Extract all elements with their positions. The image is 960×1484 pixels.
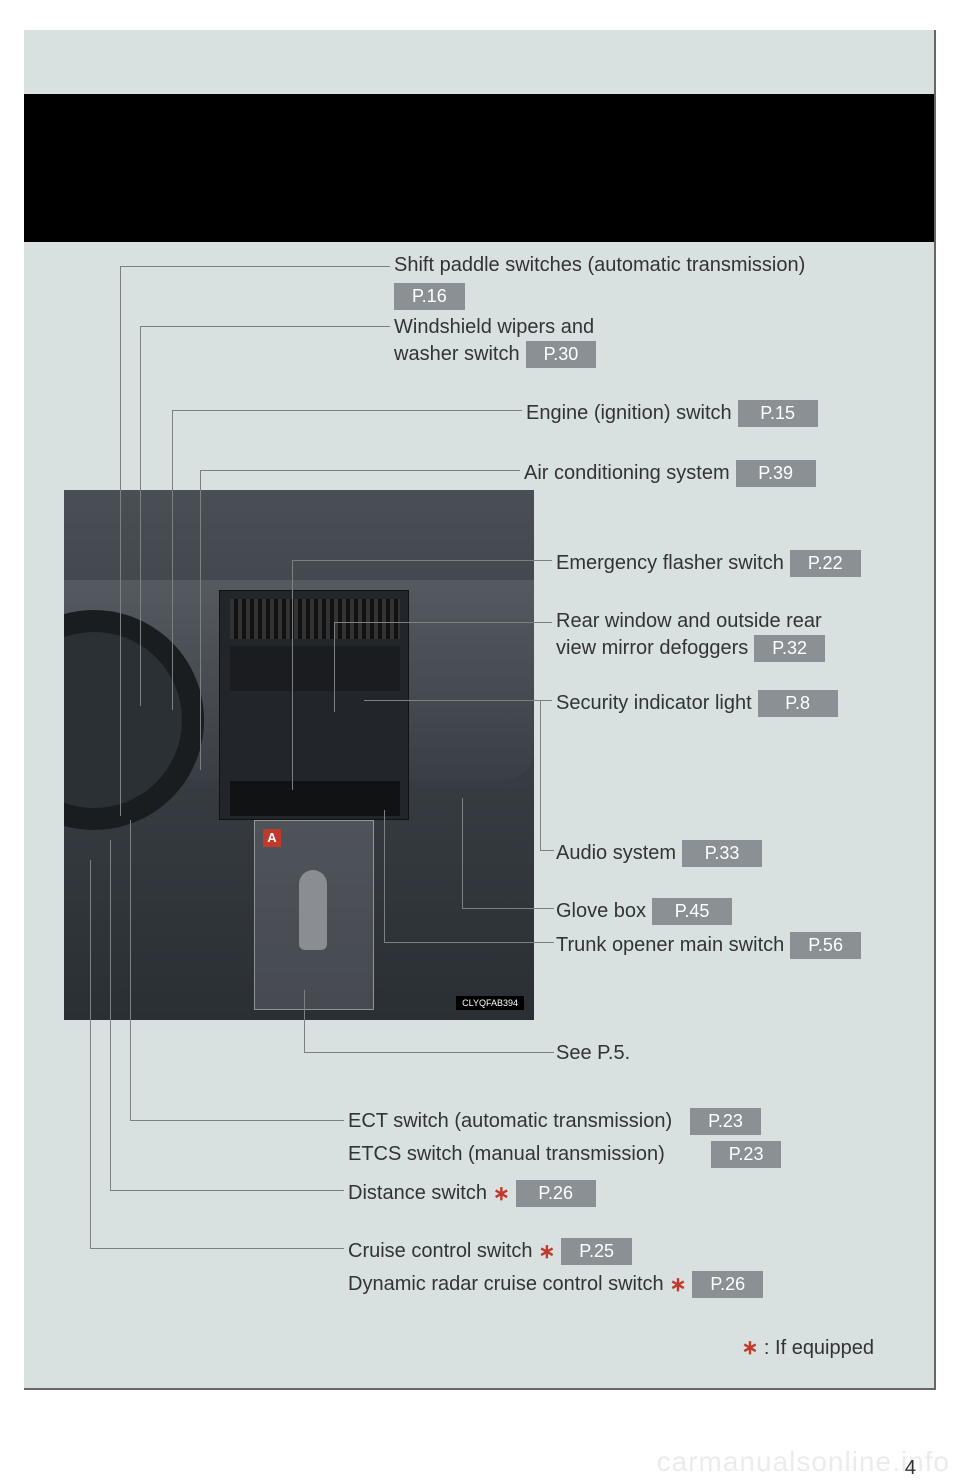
callout-glove: Glove box P.45 [556, 898, 732, 925]
callout-ect-etcs: ECT switch (automatic transmission) P.23… [348, 1108, 781, 1168]
leader-distance-v [110, 840, 111, 1190]
label-etcs: ETCS switch (manual transmission) [348, 1143, 665, 1166]
pageref-defogger: P.32 [754, 635, 825, 662]
leader-trunk-h [384, 942, 554, 943]
callout-distance: Distance switch ∗ P.26 [348, 1180, 596, 1207]
leader-ignition-h [172, 410, 522, 411]
leader-seep5-v [304, 990, 305, 1052]
footnote-text: : If equipped [764, 1337, 874, 1359]
pageref-glove: P.45 [652, 898, 732, 925]
watermark-text: carmanualsonline.info [657, 1446, 950, 1478]
leader-cruise-h [90, 1248, 344, 1249]
leader-shift-paddle-h [120, 266, 390, 267]
label-ac: Air conditioning system [524, 462, 730, 485]
content-area: A CLYQFAB394 [24, 30, 934, 1388]
pageref-ac: P.39 [736, 460, 816, 487]
label-cruise: Cruise control switch [348, 1240, 533, 1263]
dashboard-photo: A CLYQFAB394 [64, 490, 534, 1020]
pageref-hazard: P.22 [790, 550, 861, 577]
asterisk-icon: ∗ [539, 1239, 556, 1264]
label-radar-cruise: Dynamic radar cruise control switch [348, 1273, 664, 1296]
photo-shifter [299, 870, 327, 950]
leader-trunk-v [384, 810, 385, 942]
leader-ect-v [130, 820, 131, 1120]
callout-cruise-block: Cruise control switch ∗ P.25 Dynamic rad… [348, 1238, 763, 1298]
leader-hazard-h [292, 560, 552, 561]
pageref-ect: P.23 [690, 1108, 761, 1135]
pageref-audio: P.33 [682, 840, 762, 867]
photo-audio-screen [230, 646, 400, 691]
callout-ignition: Engine (ignition) switch P.15 [526, 400, 818, 427]
pageref-security: P.8 [758, 690, 838, 717]
callout-hazard: Emergency flasher switch P.22 [556, 550, 861, 577]
leader-audio-v [540, 700, 541, 850]
leader-seep5-h [304, 1052, 554, 1053]
photo-badge-a: A [263, 829, 281, 847]
leader-glove-v [462, 798, 463, 908]
callout-defogger: Rear window and outside rear view mirror… [556, 610, 825, 662]
leader-security-h [364, 700, 552, 701]
label-defogger-1: Rear window and outside rear [556, 610, 822, 633]
leader-ect-h [130, 1120, 344, 1121]
photo-id-tag: CLYQFAB394 [456, 996, 524, 1010]
photo-vent [230, 599, 400, 639]
label-defogger-2: view mirror defoggers [556, 637, 748, 660]
page-container: A CLYQFAB394 [24, 30, 936, 1390]
label-distance: Distance switch [348, 1182, 487, 1205]
leader-defog-h [334, 622, 552, 623]
label-hazard: Emergency flasher switch [556, 552, 784, 575]
leader-ac-h [200, 470, 520, 471]
label-ignition: Engine (ignition) switch [526, 402, 732, 425]
pageref-radar-cruise: P.26 [692, 1271, 763, 1298]
pageref-etcs: P.23 [711, 1141, 782, 1168]
leader-wipers-v [140, 326, 141, 706]
leader-glove-h [462, 908, 554, 909]
leader-hazard-v [292, 560, 293, 790]
leader-shift-paddle-v [120, 266, 121, 816]
photo-climate-panel [230, 781, 400, 816]
asterisk-icon: ∗ [742, 1337, 759, 1359]
footnote-if-equipped: ∗ : If equipped [742, 1335, 874, 1360]
pageref-trunk: P.56 [790, 932, 861, 959]
label-security: Security indicator light [556, 692, 752, 715]
callout-see-p5: See P.5. [556, 1042, 630, 1065]
leader-defog-v [334, 622, 335, 712]
leader-ignition-v [172, 410, 173, 710]
photo-center-console [219, 590, 409, 820]
label-audio: Audio system [556, 842, 676, 865]
label-glove: Glove box [556, 900, 646, 923]
label-trunk: Trunk opener main switch [556, 934, 784, 957]
callout-ac: Air conditioning system P.39 [524, 460, 816, 487]
label-ect: ECT switch (automatic transmission) [348, 1110, 672, 1133]
callout-audio: Audio system P.33 [556, 840, 762, 867]
leader-ac-v [200, 470, 201, 770]
asterisk-icon: ∗ [493, 1181, 510, 1206]
pageref-ignition: P.15 [738, 400, 818, 427]
pageref-shift-paddle: P.16 [394, 283, 465, 310]
leader-distance-h [110, 1190, 344, 1191]
label-shift-paddle: Shift paddle switches (automatic transmi… [394, 254, 805, 277]
callout-shift-paddle: Shift paddle switches (automatic transmi… [394, 254, 805, 310]
label-wipers-1: Windshield wipers and [394, 316, 594, 339]
label-see-p5: See P.5. [556, 1042, 630, 1065]
asterisk-icon: ∗ [670, 1272, 687, 1297]
label-wipers-2: washer switch [394, 343, 520, 366]
callout-trunk: Trunk opener main switch P.56 [556, 932, 861, 959]
pageref-wipers: P.30 [526, 341, 597, 368]
leader-cruise-v [90, 860, 91, 1248]
callout-wipers: Windshield wipers and washer switch P.30 [394, 316, 596, 368]
pageref-distance: P.26 [516, 1180, 596, 1207]
pageref-cruise: P.25 [561, 1238, 632, 1265]
leader-audio-h [540, 850, 554, 851]
leader-wipers-h [140, 326, 390, 327]
callout-security: Security indicator light P.8 [556, 690, 838, 717]
